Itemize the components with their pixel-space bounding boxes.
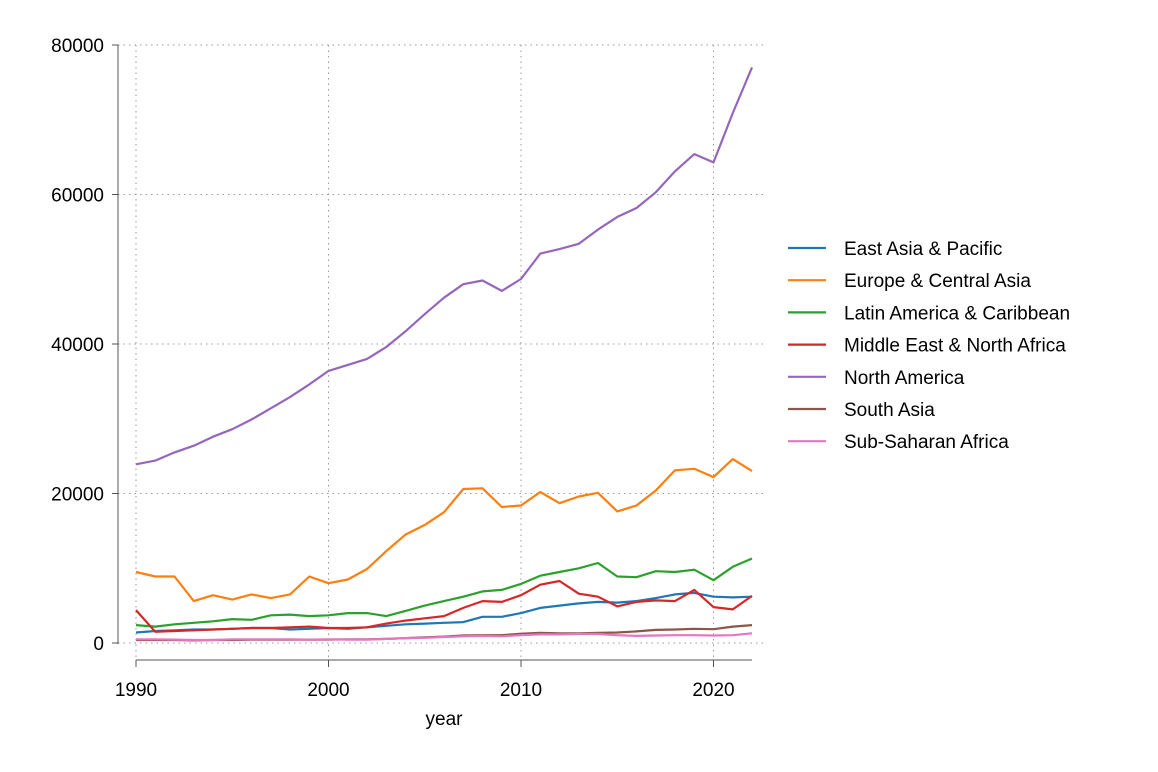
legend-item: North America	[788, 368, 965, 389]
x-tick-label: 2020	[692, 680, 734, 701]
y-tick-label: 40000	[51, 335, 104, 356]
y-tick-label: 60000	[51, 186, 104, 207]
series-line-4	[135, 66, 754, 466]
series-line-3	[135, 579, 753, 633]
axes	[117, 45, 752, 661]
y-tick-label: 0	[93, 634, 104, 655]
legend-label: East Asia & Pacific	[844, 239, 1002, 260]
x-tick-label: 2010	[500, 680, 542, 701]
legend: East Asia & Pacific Europe & Central Asia…	[788, 239, 1070, 453]
legend-item: East Asia & Pacific	[788, 239, 1002, 260]
series-line-6	[136, 632, 753, 642]
x-tick-label: 1990	[115, 680, 157, 701]
legend-label: Latin America & Caribbean	[844, 303, 1070, 324]
x-tick-label: 2000	[307, 680, 349, 701]
legend-label: Europe & Central Asia	[844, 271, 1031, 292]
series-line-2	[135, 557, 753, 628]
series-line-5	[136, 624, 753, 642]
series-line-1	[135, 458, 753, 603]
x-ticks: 1990 2000 2010 2020	[115, 660, 735, 701]
x-axis-title: year	[426, 709, 464, 730]
legend-label: South Asia	[844, 400, 935, 421]
legend-label: Sub-Saharan Africa	[844, 432, 1009, 453]
y-tick-label: 80000	[51, 36, 104, 57]
series-lines	[135, 66, 754, 642]
legend-item: Sub-Saharan Africa	[788, 432, 1009, 453]
y-ticks: 0 20000 40000 60000 80000	[51, 36, 118, 655]
legend-item: Europe & Central Asia	[788, 271, 1031, 292]
y-tick-label: 20000	[51, 485, 104, 506]
grid-lines	[118, 44, 764, 660]
legend-item: Middle East & North Africa	[788, 336, 1066, 357]
legend-label: North America	[844, 368, 965, 389]
legend-label: Middle East & North Africa	[844, 336, 1066, 357]
legend-item: South Asia	[788, 400, 935, 421]
legend-item: Latin America & Caribbean	[788, 303, 1070, 324]
